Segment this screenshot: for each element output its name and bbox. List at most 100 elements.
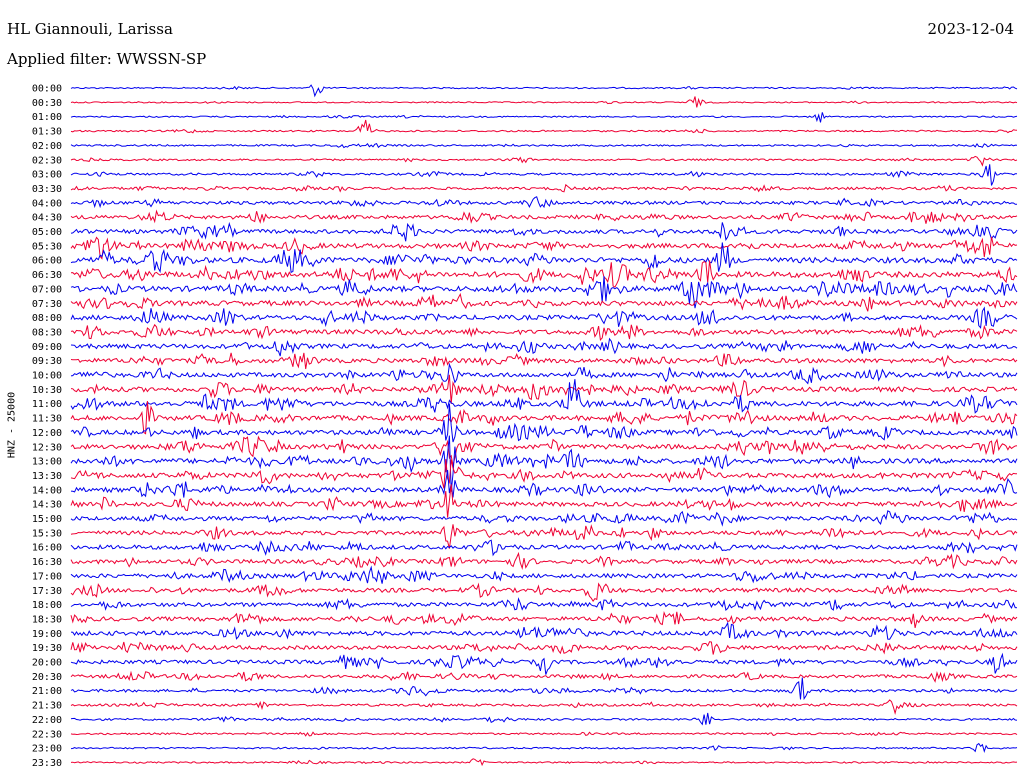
time-label: 07:00 — [32, 284, 62, 295]
trace-line — [70, 112, 1018, 123]
time-label: 21:00 — [32, 686, 62, 697]
trace-line — [70, 652, 1018, 675]
time-label: 16:30 — [32, 557, 62, 568]
trace-line — [70, 435, 1018, 466]
time-label: 20:00 — [32, 658, 62, 669]
date-label: 2023-12-04 — [927, 20, 1014, 38]
trace-line — [70, 731, 1018, 737]
time-label: 13:00 — [32, 457, 62, 468]
time-label: 00:30 — [32, 98, 62, 109]
time-label: 19:30 — [32, 643, 62, 654]
time-label: 21:30 — [32, 701, 62, 712]
time-label: 15:30 — [32, 528, 62, 539]
time-label: 20:30 — [32, 672, 62, 683]
time-label: 09:30 — [32, 356, 62, 367]
trace-line — [70, 565, 1018, 584]
trace-line — [70, 155, 1018, 167]
time-label: 04:00 — [32, 198, 62, 209]
trace-line — [70, 323, 1018, 342]
time-label: 14:00 — [32, 485, 62, 496]
time-label: 15:00 — [32, 514, 62, 525]
time-label: 18:30 — [32, 614, 62, 625]
trace-line — [70, 459, 1017, 489]
trace-line — [70, 742, 1018, 754]
time-label: 10:30 — [32, 385, 62, 396]
station-title: HL Giannouli, Larissa — [7, 20, 173, 38]
time-label: 18:00 — [32, 600, 62, 611]
trace-line — [70, 670, 1018, 683]
trace-line — [70, 611, 1018, 629]
trace-line — [70, 352, 1018, 370]
trace-line — [70, 699, 1018, 715]
trace-line — [70, 362, 1018, 385]
time-label: 07:30 — [32, 299, 62, 310]
trace-line — [70, 196, 1018, 209]
time-label: 14:30 — [32, 500, 62, 511]
time-label: 03:00 — [32, 170, 62, 181]
time-label: 04:30 — [32, 213, 62, 224]
trace-line — [70, 484, 1018, 518]
trace-line — [70, 582, 1018, 602]
time-label: 16:00 — [32, 543, 62, 554]
trace-line — [70, 539, 1018, 557]
trace-line — [70, 236, 1018, 260]
trace-line — [70, 435, 1018, 492]
trace-line — [70, 119, 1018, 134]
time-label: 22:30 — [32, 729, 62, 740]
time-label: 22:00 — [32, 715, 62, 726]
trace-line — [70, 221, 1018, 242]
trace-line — [70, 164, 1018, 186]
time-label: 01:30 — [32, 127, 62, 138]
time-label: 05:30 — [32, 241, 62, 252]
trace-line — [70, 260, 1018, 288]
time-label: 06:00 — [32, 256, 62, 267]
time-label: 19:00 — [32, 629, 62, 640]
trace-line — [70, 597, 1018, 612]
trace-line — [70, 209, 1018, 224]
trace-line — [70, 551, 1018, 571]
trace-line — [70, 641, 1018, 655]
trace-line — [70, 712, 1018, 726]
time-label: 08:00 — [32, 313, 62, 324]
time-label: 08:30 — [32, 327, 62, 338]
time-label: 02:00 — [32, 141, 62, 152]
trace-line — [70, 758, 1018, 767]
time-label: 06:30 — [32, 270, 62, 281]
time-label: 01:00 — [32, 112, 62, 123]
time-label: 11:30 — [32, 414, 62, 425]
trace-line — [70, 403, 1018, 443]
trace-line — [70, 84, 1018, 98]
time-label: 13:30 — [32, 471, 62, 482]
time-label: 23:00 — [32, 744, 62, 755]
trace-line — [70, 142, 1018, 149]
trace-line — [70, 400, 1018, 435]
time-label: 23:30 — [32, 758, 62, 769]
trace-line — [70, 306, 1018, 329]
time-label: 03:30 — [32, 184, 62, 195]
time-label: 00:00 — [32, 84, 62, 95]
filter-label: Applied filter: WWSSN-SP — [7, 50, 207, 68]
time-label: 11:00 — [32, 399, 62, 410]
trace-line — [70, 470, 1018, 499]
trace-line — [70, 621, 1018, 640]
trace-line — [70, 242, 1018, 274]
trace-line — [70, 379, 1018, 414]
time-label: 10:00 — [32, 371, 62, 382]
time-label: 09:00 — [32, 342, 62, 353]
time-label: 17:00 — [32, 571, 62, 582]
trace-line — [70, 677, 1018, 701]
time-label: 12:00 — [32, 428, 62, 439]
trace-line — [70, 524, 1018, 549]
time-label: 17:30 — [32, 586, 62, 597]
time-label: 05:00 — [32, 227, 62, 238]
time-label: 02:30 — [32, 155, 62, 166]
trace-line — [70, 96, 1018, 108]
trace-line — [70, 337, 1018, 357]
trace-line — [70, 183, 1018, 193]
trace-line — [70, 292, 1018, 312]
time-label: 12:30 — [32, 442, 62, 453]
trace-line — [70, 510, 1018, 527]
trace-line — [70, 276, 1018, 309]
